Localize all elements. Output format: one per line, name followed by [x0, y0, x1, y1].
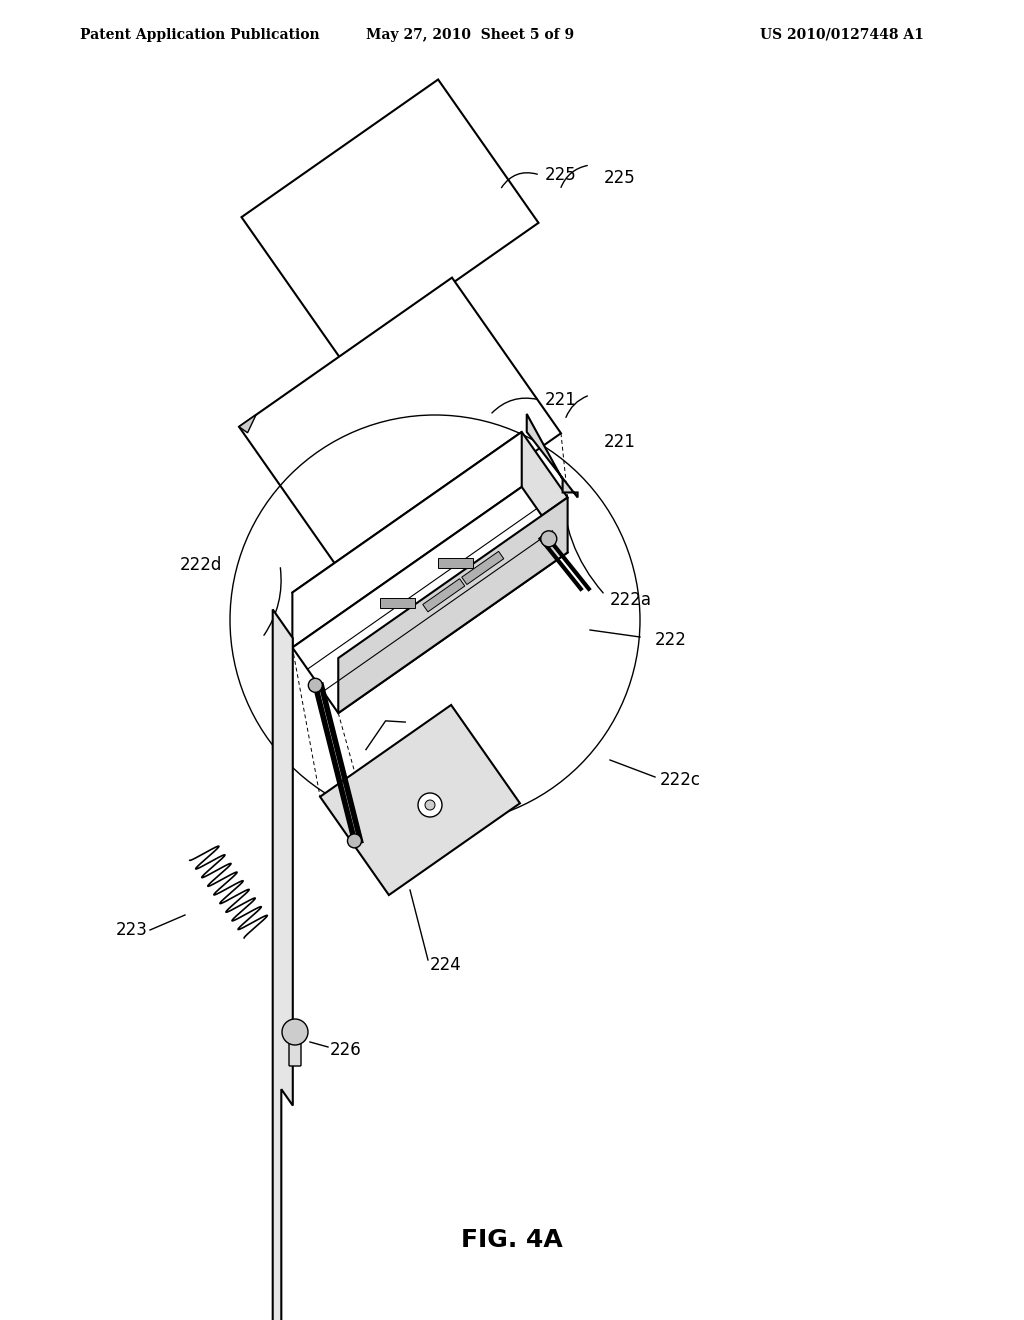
Text: 224: 224	[430, 956, 462, 974]
Text: 222d: 222d	[180, 556, 222, 574]
Polygon shape	[293, 487, 567, 713]
Polygon shape	[526, 414, 578, 498]
Polygon shape	[437, 558, 473, 568]
Polygon shape	[462, 552, 504, 585]
Text: 225: 225	[604, 169, 636, 187]
Text: 221: 221	[604, 433, 636, 451]
Polygon shape	[242, 79, 539, 360]
Polygon shape	[239, 414, 256, 433]
FancyBboxPatch shape	[289, 1031, 301, 1067]
Circle shape	[308, 678, 323, 692]
Text: 222a: 222a	[610, 591, 652, 609]
Polygon shape	[239, 277, 561, 582]
Circle shape	[541, 531, 557, 546]
Polygon shape	[293, 432, 567, 659]
Text: 222c: 222c	[660, 771, 701, 789]
Text: 223: 223	[116, 921, 148, 939]
Polygon shape	[423, 578, 465, 612]
Polygon shape	[338, 498, 567, 713]
Circle shape	[282, 1019, 308, 1045]
Text: 226: 226	[330, 1041, 361, 1059]
Polygon shape	[380, 598, 416, 609]
Text: May 27, 2010  Sheet 5 of 9: May 27, 2010 Sheet 5 of 9	[366, 28, 574, 42]
Text: US 2010/0127448 A1: US 2010/0127448 A1	[760, 28, 924, 42]
Circle shape	[347, 834, 361, 847]
Polygon shape	[293, 432, 522, 648]
Circle shape	[418, 793, 442, 817]
Text: 221: 221	[545, 391, 577, 409]
Text: FIG. 4A: FIG. 4A	[461, 1228, 563, 1251]
Text: 222: 222	[655, 631, 687, 649]
Text: 225: 225	[545, 166, 577, 183]
Polygon shape	[321, 705, 520, 895]
Polygon shape	[272, 610, 293, 1320]
Circle shape	[425, 800, 435, 810]
Text: Patent Application Publication: Patent Application Publication	[80, 28, 319, 42]
